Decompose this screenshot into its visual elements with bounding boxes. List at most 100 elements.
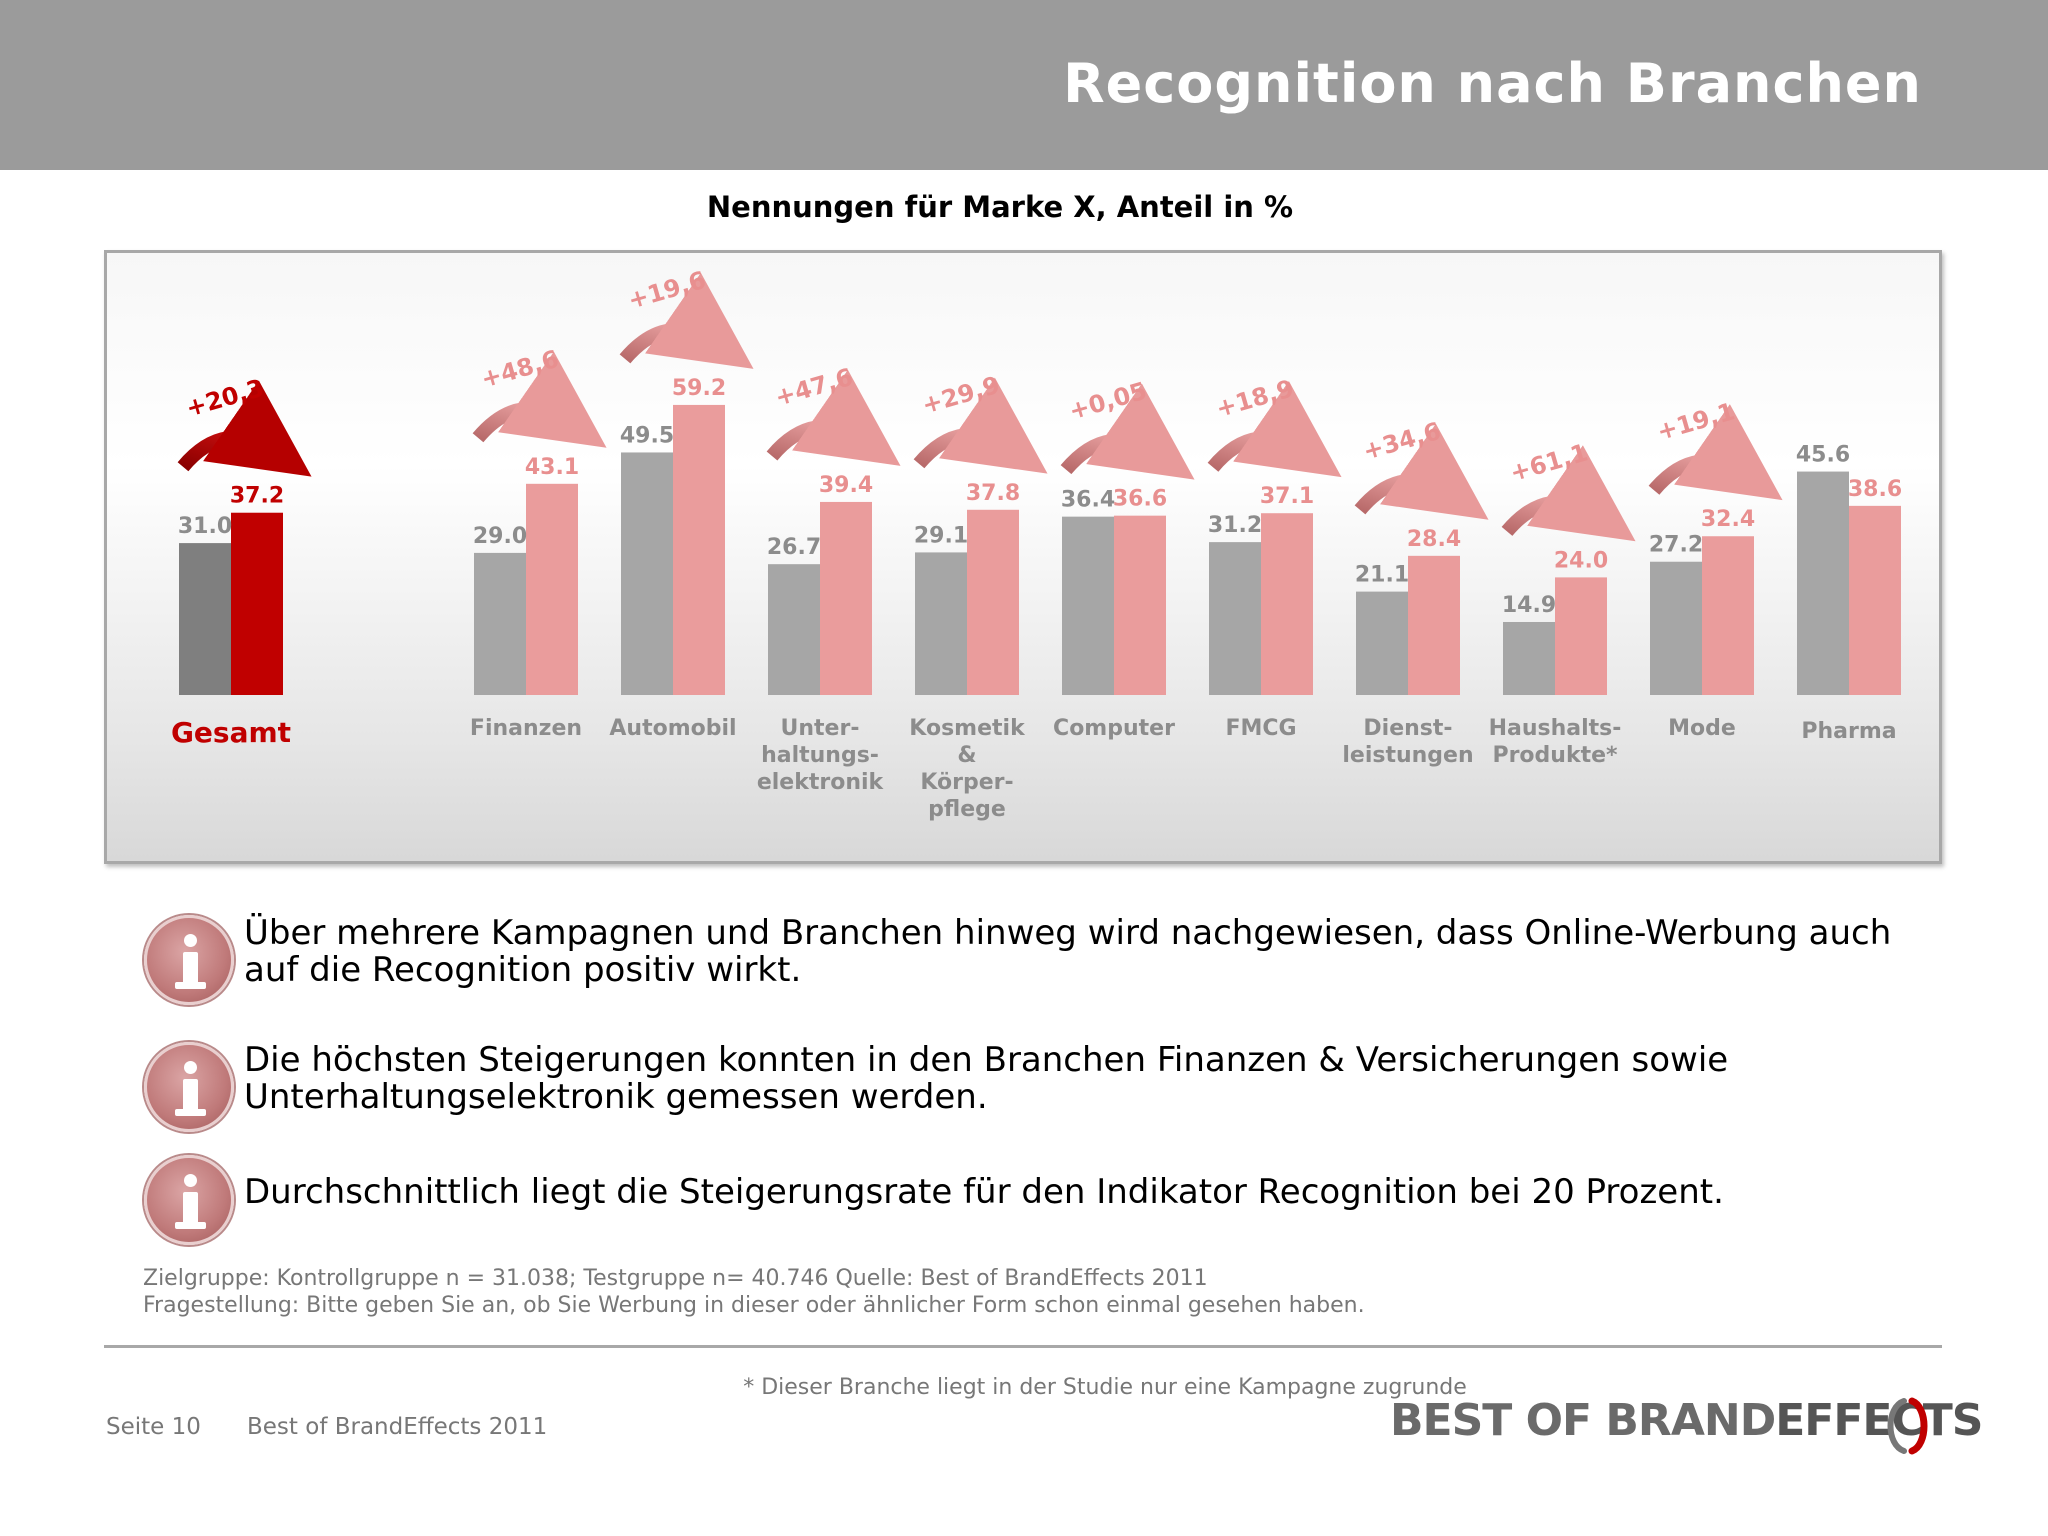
- category-label-dienst: leistungen: [1342, 743, 1473, 768]
- change-arrow-dienst: [1354, 423, 1489, 520]
- category-label-dienst: Dienst-: [1363, 716, 1452, 741]
- bar-control-haushalt: [1503, 621, 1555, 695]
- bar-test-haushalt: [1555, 577, 1607, 695]
- value-label-test-fmcg: 37.1: [1260, 484, 1314, 509]
- change-label-gesamt: +20,3: [183, 374, 267, 423]
- value-label-control-automobil: 49.5: [620, 423, 674, 448]
- change-label-computer: +0,05: [1066, 377, 1150, 426]
- info-text-3: Durchschnittlich liegt die Steigerungsra…: [244, 1172, 1724, 1212]
- info-text-2: Die höchsten Steigerungen konnten in den…: [244, 1040, 1729, 1117]
- source-line-1: Zielgruppe: Kontrollgruppe n = 31.038; T…: [143, 1266, 1208, 1291]
- bar-control-mode: [1650, 561, 1702, 695]
- value-label-test-automobil: 59.2: [672, 376, 726, 401]
- category-label-finanzen: Finanzen: [470, 716, 582, 741]
- bar-control-kosmetik: [915, 552, 967, 695]
- category-label-unterhaltung: haltungs-: [761, 743, 879, 768]
- change-label-finanzen: +48,6: [478, 345, 562, 394]
- value-label-test-computer: 36.6: [1113, 487, 1167, 512]
- category-label-kosmetik: pflege: [928, 797, 1006, 822]
- change-label-unterhaltung: +47,6: [772, 363, 856, 412]
- change-arrow-finanzen: [472, 351, 607, 448]
- value-label-test-mode: 32.4: [1701, 507, 1755, 532]
- chart-panel: 31.0 37.2 +20,3 Gesamt 29.0 43.1 +48,6 Finanzen…: [104, 250, 1942, 864]
- value-label-control-unterhaltung: 26.7: [767, 535, 821, 560]
- bar-control-unterhaltung: [768, 564, 820, 695]
- category-label-automobil: Automobil: [609, 716, 736, 741]
- value-label-control-kosmetik: 29.1: [914, 523, 968, 548]
- value-label-control-computer: 36.4: [1061, 488, 1115, 513]
- change-arrow-haushalt: [1501, 445, 1636, 542]
- value-label-test-pharma: 38.6: [1848, 477, 1902, 502]
- footer-brand: Best of BrandEffects 2011: [247, 1414, 548, 1440]
- value-label-test-dienst: 28.4: [1407, 527, 1461, 552]
- category-label-fmcg: FMCG: [1225, 716, 1296, 741]
- value-label-control-finanzen: 29.0: [473, 524, 527, 549]
- info-item-3: Durchschnittlich liegt die Steigerungsra…: [140, 1155, 1940, 1255]
- bar-test-unterhaltung: [820, 501, 872, 695]
- info-item-1: Über mehrere Kampagnen und Branchen hinw…: [140, 915, 1940, 1015]
- value-label-test-finanzen: 43.1: [525, 455, 579, 480]
- footnote: * Dieser Branche liegt in der Studie nur…: [743, 1375, 1467, 1400]
- value-label-control-pharma: 45.6: [1796, 443, 1850, 468]
- value-label-test-unterhaltung: 39.4: [819, 473, 873, 498]
- category-label-unterhaltung: elektronik: [757, 770, 885, 795]
- value-label-control-fmcg: 31.2: [1208, 513, 1262, 538]
- category-label-pharma: Pharma: [1801, 719, 1896, 744]
- bar-control-pharma: [1797, 471, 1849, 695]
- logo-wordmark: BEST OF BRANDEFFECTS: [1390, 1395, 1983, 1446]
- bar-chart: 31.0 37.2 +20,3 Gesamt 29.0 43.1 +48,6 Finanzen…: [171, 266, 1902, 822]
- change-label-haushalt: +61,1: [1507, 438, 1591, 487]
- value-label-test-kosmetik: 37.8: [966, 481, 1020, 506]
- source-line-2: Fragestellung: Bitte geben Sie an, ob Si…: [143, 1293, 1365, 1318]
- category-label-unterhaltung: Unter-: [781, 716, 860, 741]
- bar-control-finanzen: [474, 552, 526, 695]
- bar-control-fmcg: [1209, 542, 1261, 695]
- bar-test-kosmetik: [967, 509, 1019, 695]
- bar-test-fmcg: [1261, 513, 1313, 695]
- change-arrow-automobil: [619, 272, 754, 369]
- info-item-2: Die höchsten Steigerungen konnten in den…: [140, 1042, 1940, 1142]
- bar-test-automobil: [673, 404, 725, 695]
- value-label-control-dienst: 21.1: [1355, 563, 1409, 588]
- value-label-control-mode: 27.2: [1649, 533, 1703, 558]
- change-arrow-gesamt: [177, 380, 312, 477]
- category-label-mode: Mode: [1668, 716, 1736, 741]
- header-bar: Recognition nach Branchen: [0, 0, 2048, 170]
- change-label-kosmetik: +29,9: [919, 371, 1003, 420]
- change-arrow-fmcg: [1207, 381, 1342, 478]
- chart-subtitle: Nennungen für Marke X, Anteil in %: [706, 190, 1294, 224]
- bar-control-computer: [1062, 516, 1114, 695]
- source-note: Zielgruppe: Kontrollgruppe n = 31.038; T…: [143, 1265, 1365, 1319]
- value-label-test-gesamt: 37.2: [230, 484, 284, 509]
- info-icon: [144, 915, 234, 1005]
- bar-test-computer: [1114, 515, 1166, 695]
- change-label-mode: +19,1: [1654, 397, 1738, 446]
- category-label-haushalt: Produkte*: [1492, 743, 1618, 768]
- change-label-fmcg: +18,9: [1213, 374, 1297, 423]
- bar-control-dienst: [1356, 591, 1408, 695]
- change-arrow-mode: [1648, 404, 1783, 501]
- bar-control-gesamt: [179, 543, 231, 695]
- change-label-dienst: +34,6: [1360, 417, 1444, 466]
- category-label-kosmetik: Körper-: [920, 770, 1013, 795]
- logo-bracket-icon: [1887, 1397, 1928, 1455]
- category-label-kosmetik: &: [957, 743, 976, 768]
- change-arrow-computer: [1060, 383, 1195, 480]
- bar-control-automobil: [621, 452, 673, 695]
- change-label-automobil: +19,6: [625, 266, 709, 315]
- info-text-1: Über mehrere Kampagnen und Branchen hinw…: [244, 913, 1892, 990]
- bar-test-dienst: [1408, 555, 1460, 695]
- info-icon: [144, 1042, 234, 1132]
- bar-test-pharma: [1849, 505, 1901, 695]
- value-label-control-gesamt: 31.0: [178, 514, 232, 539]
- category-label-kosmetik: Kosmetik: [909, 716, 1026, 741]
- page-number: Seite 10: [106, 1414, 201, 1440]
- change-arrow-unterhaltung: [766, 369, 901, 466]
- page-title: Recognition nach Branchen: [1063, 52, 1922, 115]
- value-label-test-haushalt: 24.0: [1554, 548, 1608, 573]
- category-label-computer: Computer: [1053, 716, 1175, 741]
- footer-divider: [104, 1345, 1942, 1348]
- change-arrow-kosmetik: [913, 377, 1048, 474]
- value-label-control-haushalt: 14.9: [1502, 593, 1556, 618]
- bar-test-mode: [1702, 536, 1754, 695]
